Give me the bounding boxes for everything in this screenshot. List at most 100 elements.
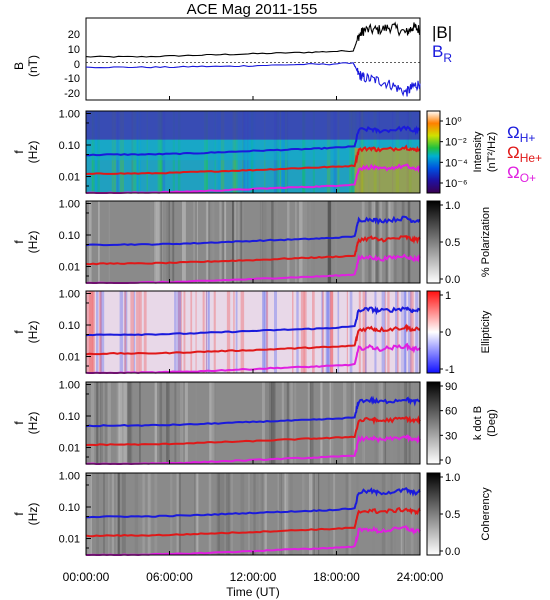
panel-texture-stripe (281, 382, 284, 464)
panel-texture-stripe (120, 111, 124, 193)
figure-title: ACE Mag 2011-155 (187, 1, 318, 18)
panel-texture-stripe (113, 111, 116, 193)
legend-omega-h-main: Ω (507, 123, 520, 142)
f-tick-label: 0.10 (59, 411, 80, 423)
legend-omega-o-main: Ω (507, 163, 520, 182)
panel-texture-stripe (397, 382, 400, 464)
panel-texture-stripe (149, 473, 151, 555)
legend-omega-h: ΩH+ (507, 123, 535, 145)
panel-texture-stripe (333, 473, 336, 555)
panel-texture-stripe (260, 473, 264, 555)
legend-br: BR (432, 42, 452, 65)
panel-texture-stripe (410, 291, 414, 373)
panel-ylabel-line2: (Hz) (26, 321, 40, 344)
panel-texture-stripe (295, 201, 297, 283)
x-tick-label: 00:00:00 (63, 570, 110, 584)
panel-texture-stripe (292, 291, 294, 373)
panel-texture-stripe (250, 111, 254, 193)
panel-texture-stripe (195, 382, 198, 464)
panel-texture-stripe (390, 473, 393, 555)
panel-texture-stripe (321, 291, 324, 373)
panel-texture-stripe (101, 382, 105, 464)
panel-texture-stripe (266, 291, 269, 373)
f-tick-label: 0.10 (59, 140, 80, 152)
f-tick-label: 1.00 (59, 199, 80, 211)
panel-texture-stripe (311, 201, 314, 283)
panel-texture-stripe (99, 291, 102, 373)
panel-texture-stripe (96, 291, 99, 373)
panel-texture-stripe (405, 382, 408, 464)
panel-texture-stripe (90, 291, 94, 373)
panel-texture-stripe (281, 111, 286, 193)
x-tick-label: 24:00:00 (397, 570, 444, 584)
colorbar-kdotb-scale (426, 381, 441, 465)
colorbar-polarization-scale (426, 200, 441, 284)
panel-texture-stripe (123, 382, 127, 464)
panel-texture-stripe (174, 382, 178, 464)
colorbar-tick-label: 0.5 (445, 509, 460, 521)
panel-texture-stripe (352, 382, 355, 464)
panel-texture-stripe (312, 291, 315, 373)
panel-texture-stripe (330, 382, 334, 464)
panel-intensity: 1.00 0.10 0.01 f (Hz) 10⁰ 10⁻² 10⁻⁴ 10⁻⁶ Intensit… (12, 109, 498, 194)
panel-texture-stripe (365, 291, 367, 373)
panel-texture-stripe (100, 382, 103, 464)
panel-texture-stripe (329, 291, 334, 373)
colorbar-label: % Polarization (480, 207, 492, 277)
f-tick-label: 0.01 (59, 534, 80, 546)
panel-texture-stripe (372, 473, 375, 555)
legend-br-main: B (432, 42, 443, 61)
panel-texture-stripe (315, 473, 320, 555)
colorbar-label: Intensity (472, 131, 484, 172)
panel-ylabel-line1: f (12, 150, 26, 154)
legend-br-sub: R (443, 51, 452, 65)
panel-texture-stripe (96, 473, 99, 555)
panel-kdotb: 1.00 0.10 0.01 f (Hz) 90 60 30 0 k dot B (Deg) (12, 380, 498, 468)
panel-texture-stripe (179, 382, 183, 464)
panel-texture-stripe (350, 382, 354, 464)
panel-texture-stripe (277, 473, 282, 555)
panel-texture-stripe (327, 201, 331, 283)
panel-texture-stripe (143, 291, 147, 373)
panel-ellipticity-background (86, 291, 420, 373)
panel-texture-stripe (329, 382, 331, 464)
colorbar-kdotb: 90 60 30 0 k dot B (Deg) (426, 381, 498, 467)
panel-texture-stripe (281, 111, 285, 193)
panel-texture-stripe (92, 111, 95, 193)
colorbar-tick-label: 0.5 (445, 237, 460, 249)
panel-coherency: 1.00 0.10 0.01 f (Hz) 1.0 0.5 0.0 Coherency (12, 471, 492, 559)
panel-texture-stripe (177, 111, 180, 193)
panel-texture-stripe (86, 291, 91, 373)
panel-texture-stripe (407, 382, 409, 464)
panel-texture-stripe (275, 111, 279, 193)
omega-legend: ΩH+ ΩHe+ ΩO+ (507, 123, 542, 185)
f-tick-label: 1.00 (59, 289, 80, 301)
b-ytick: 0 (74, 59, 80, 71)
panel-texture-stripe (172, 111, 175, 193)
panel-texture-stripe (136, 291, 140, 373)
panel-texture-stripe (111, 111, 113, 193)
f-tick-label: 0.01 (59, 352, 80, 364)
panel-texture-stripe (131, 111, 133, 193)
b-field-lines (85, 21, 421, 100)
panel-texture-stripe (118, 382, 123, 464)
b-ytick: -10 (64, 73, 80, 85)
legend-omega-he-main: Ω (507, 143, 520, 162)
panel-texture-stripe (262, 291, 265, 373)
colorbar-tick-label: 0.0 (445, 546, 460, 558)
colorbar-label: k dot B (472, 406, 484, 440)
panel-texture-stripe (195, 291, 197, 373)
intensity-high-freq-band (86, 111, 420, 140)
panel-texture-stripe (170, 473, 173, 555)
panel-texture-stripe (384, 382, 386, 464)
panel-texture-stripe (381, 382, 385, 464)
panel-texture-stripe (108, 201, 110, 283)
panel-texture-stripe (154, 382, 157, 464)
panel-texture-stripe (116, 473, 120, 555)
colorbar-ellipticity-scale (426, 290, 441, 374)
panel-texture-stripe (408, 382, 413, 464)
panel-texture-stripe (383, 382, 385, 464)
panel-texture-stripe (313, 201, 315, 283)
panel-texture-stripe (309, 473, 311, 555)
